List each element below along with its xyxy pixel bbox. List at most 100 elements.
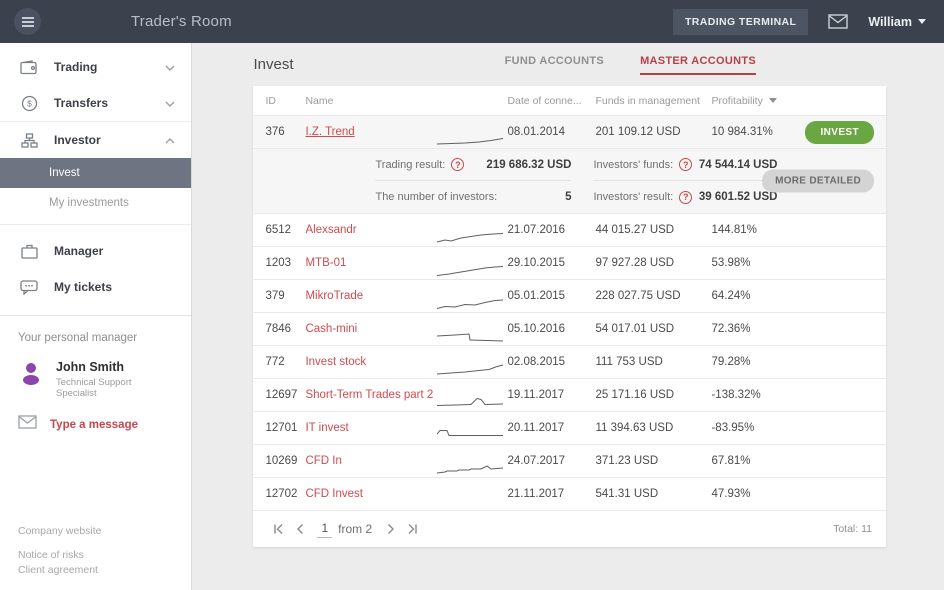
row-date: 29.10.2015: [507, 257, 566, 269]
company-website-link[interactable]: Company website: [18, 525, 102, 537]
row-profitability: 10 984.31%: [711, 126, 773, 138]
account-name-link[interactable]: Alexsandr: [305, 224, 357, 236]
row-profitability: 64.24%: [711, 290, 751, 302]
briefcase-icon: [18, 244, 40, 259]
trading-terminal-button[interactable]: TRADING TERMINAL: [672, 8, 809, 35]
notice-of-risks-link[interactable]: Notice of risks: [18, 549, 84, 561]
account-name-link[interactable]: Invest stock: [305, 356, 367, 368]
investors-result-value: 39 601.52 USD: [698, 191, 778, 203]
sidebar-item-my-tickets[interactable]: My tickets: [0, 269, 191, 305]
client-agreement-link[interactable]: Client agreement: [18, 564, 98, 576]
chevron-down-icon: [165, 58, 175, 76]
svg-text:$: $: [27, 98, 32, 108]
sidebar-item-invest[interactable]: Invest: [0, 158, 192, 188]
chevron-down-icon: [918, 19, 926, 24]
last-page-button[interactable]: [402, 518, 424, 540]
manager-role: Technical Support Specialist: [56, 377, 132, 399]
account-name-link[interactable]: IT invest: [305, 422, 349, 434]
first-page-button[interactable]: [267, 518, 289, 540]
row-profitability: 67.81%: [711, 455, 751, 467]
trading-result-label: Trading result: ?: [375, 158, 465, 171]
row-id: 6512: [265, 224, 292, 236]
sidebar-item-transfers[interactable]: $ Transfers: [0, 85, 191, 121]
account-name-link[interactable]: I.Z. Trend: [305, 126, 355, 138]
sidebar-subitem-label: Invest: [49, 167, 80, 179]
table-row[interactable]: 12702 CFD Invest 21.11.2017 541.31 USD 4…: [253, 478, 886, 511]
envelope-icon: [18, 415, 37, 434]
table-row[interactable]: 376 I.Z. Trend 08.01.2014 201 109.12 USD…: [253, 116, 886, 149]
row-funds: 228 027.75 USD: [595, 290, 681, 302]
sidebar-item-label: Investor: [54, 133, 101, 147]
total-count: Total: 11: [833, 523, 872, 535]
table-row[interactable]: 1203 MTB-01 29.10.2015 97 927.28 USD 53.…: [253, 247, 886, 280]
sidebar-footer: Company website Notice of risks Client a…: [0, 525, 191, 590]
table-row[interactable]: 379 MikroTrade 05.01.2015 228 027.75 USD…: [253, 280, 886, 313]
table-row[interactable]: 7846 Cash-mini 05.10.2016 54 017.01 USD …: [253, 313, 886, 346]
sidebar-item-my-investments[interactable]: My investments: [0, 188, 191, 218]
column-header-profitability[interactable]: Profitability: [711, 95, 805, 107]
column-header-name: Name: [305, 94, 334, 107]
table-row[interactable]: 6512 Alexsandr 21.07.2016 44 015.27 USD …: [253, 214, 886, 247]
table-row[interactable]: 772 Invest stock 02.08.2015 111 753 USD …: [253, 346, 886, 379]
sparkline-chart: [437, 391, 507, 411]
sidebar-item-trading[interactable]: Trading: [0, 49, 191, 85]
current-page-number[interactable]: 1: [317, 521, 333, 538]
row-funds: 54 017.01 USD: [595, 323, 675, 335]
help-icon[interactable]: ?: [679, 190, 693, 204]
account-name-link[interactable]: Cash-mini: [305, 323, 358, 335]
user-menu[interactable]: William: [868, 15, 926, 29]
sparkline-chart: [437, 259, 507, 279]
row-date: 05.01.2015: [507, 290, 566, 302]
page-of-label: from 2: [338, 522, 373, 536]
account-name-link[interactable]: MikroTrade: [305, 290, 364, 302]
row-id: 379: [265, 290, 285, 302]
hierarchy-icon: [18, 132, 40, 148]
number-of-investors-label: The number of investors:: [375, 191, 498, 203]
type-a-message-label: Type a message: [50, 418, 139, 431]
app-title: Trader's Room: [131, 13, 232, 30]
table-body: 6512 Alexsandr 21.07.2016 44 015.27 USD …: [253, 214, 886, 511]
more-detailed-button[interactable]: MORE DETAILED: [762, 169, 874, 193]
previous-page-button[interactable]: [289, 518, 311, 540]
account-name-link[interactable]: CFD Invest: [305, 488, 363, 500]
sparkline-chart: [437, 292, 507, 312]
sidebar-item-label: Trading: [54, 60, 98, 74]
next-page-button[interactable]: [380, 518, 402, 540]
table-row[interactable]: 10269 CFD In 24.07.2017 371.23 USD 67.81…: [253, 445, 886, 478]
sparkline-chart: [437, 226, 507, 246]
sidebar-subitem-label: My investments: [49, 197, 129, 209]
personal-manager-heading: Your personal manager: [18, 332, 138, 344]
tab-master-accounts[interactable]: MASTER ACCOUNTS: [640, 55, 756, 75]
sidebar: Trading $ Transfers: [0, 43, 193, 590]
sidebar-item-manager[interactable]: Manager: [0, 233, 191, 269]
personal-manager-block: Your personal manager John Smith Technic…: [0, 316, 191, 434]
account-name-link[interactable]: Short-Term Trades part 2: [305, 389, 434, 401]
mail-icon[interactable]: [828, 14, 849, 29]
sidebar-item-investor[interactable]: Investor: [0, 122, 191, 158]
account-name-link[interactable]: MTB-01: [305, 257, 347, 269]
table-row[interactable]: 12697 Short-Term Trades part 2 19.11.201…: [253, 379, 886, 412]
help-icon[interactable]: ?: [679, 158, 693, 171]
help-icon[interactable]: ?: [451, 158, 465, 171]
row-date: 19.11.2017: [507, 389, 565, 401]
row-id: 12701: [265, 422, 298, 434]
table-body-top: 376 I.Z. Trend 08.01.2014 201 109.12 USD…: [253, 116, 886, 149]
account-name-link[interactable]: CFD In: [305, 455, 342, 467]
sidebar-divider: [0, 315, 192, 316]
row-id: 10269: [265, 455, 298, 467]
row-id: 1203: [265, 257, 292, 269]
row-funds: 97 927.28 USD: [595, 257, 675, 269]
sidebar-item-label: Manager: [54, 244, 104, 258]
table-row[interactable]: 12701 IT invest 20.11.2017 11 394.63 USD…: [253, 412, 886, 445]
pagination-bar: 1 from 2 Total: 11: [253, 511, 886, 547]
invest-button[interactable]: INVEST: [805, 120, 874, 144]
hamburger-menu-button[interactable]: [14, 8, 41, 35]
main-content: Invest FUND ACCOUNTS MASTER ACCOUNTS ID …: [192, 43, 944, 590]
manager-name: John Smith: [56, 360, 125, 374]
row-date: 05.10.2016: [507, 323, 566, 335]
chat-icon: [18, 279, 40, 295]
tab-fund-accounts[interactable]: FUND ACCOUNTS: [504, 54, 605, 67]
row-date: 02.08.2015: [507, 356, 566, 368]
type-a-message-link[interactable]: Type a message: [18, 415, 173, 434]
row-funds: 541.31 USD: [595, 488, 659, 500]
